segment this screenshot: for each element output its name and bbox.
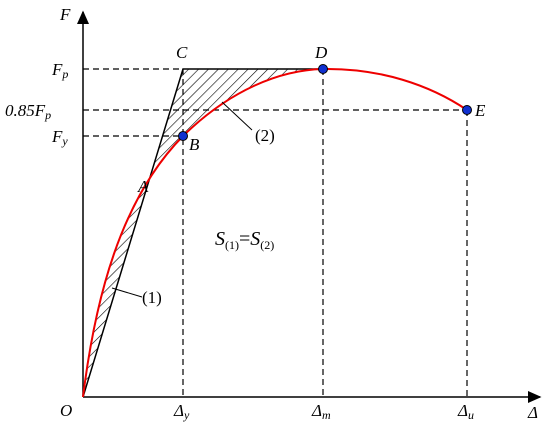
text-part: y [61,134,68,148]
text-part: F [51,60,63,79]
region-label: (1) [142,288,162,307]
bilinear-line [82,68,323,398]
equation: S(1)=S(2) [215,228,274,252]
y-axis-label: F [59,5,71,24]
point-label: A [137,177,149,196]
origin-label: O [60,401,72,420]
text-part: u [468,408,474,422]
leader [221,101,253,131]
x-axis-label: Δ [527,403,538,422]
hatched-area [83,69,323,397]
text-part: 0.85F [5,101,46,120]
text-part: y [183,408,190,422]
point-label: C [176,43,188,62]
text-part: (2) [260,238,274,252]
text-part: p [44,108,51,122]
text-part: p [61,67,68,81]
text-part: Δ [173,401,184,420]
text-part: m [322,408,331,422]
x-label: Δy [173,401,190,422]
point-label: B [189,135,200,154]
point-label: D [314,43,328,62]
text-part: S [215,228,225,250]
x-label: Δu [457,401,474,422]
point-label: E [474,101,486,120]
leader [111,287,143,298]
curve [82,67,468,398]
text-part: Δ [311,401,322,420]
text-part: = [239,228,250,250]
points [178,64,472,141]
text-part: F [51,127,63,146]
region-label: (2) [255,126,275,145]
text-part: Δ [457,401,468,420]
text-part: S [250,228,260,250]
y-label: 0.85Fp [5,101,51,122]
text-part: (1) [225,238,239,252]
guide-lines [83,68,468,397]
x-label: Δm [311,401,331,422]
y-label: Fp [51,60,68,81]
y-label: Fy [51,127,68,148]
